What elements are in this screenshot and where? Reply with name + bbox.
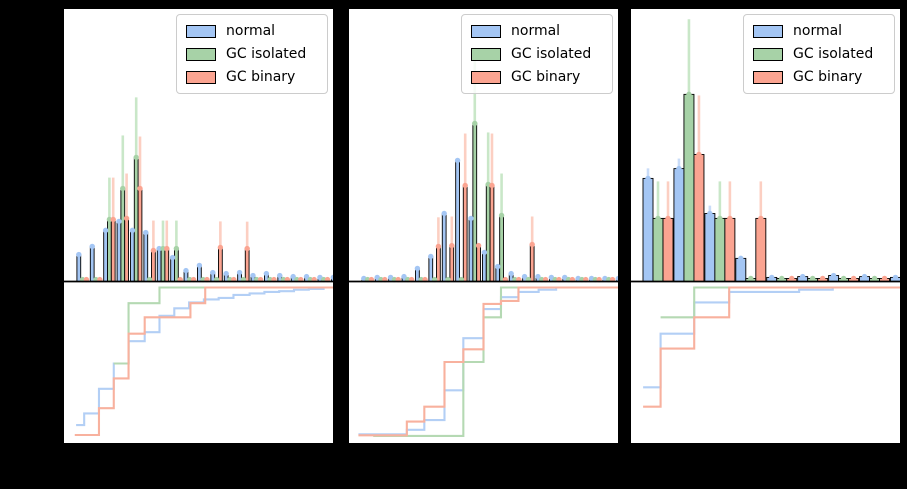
chart-svg-left — [64, 97, 333, 437]
legend-swatch-gc-binary — [186, 70, 216, 84]
legend-label-normal: normal — [226, 23, 276, 39]
legend-label-gc-binary: GC binary — [511, 69, 581, 85]
legend-box: normal GC isolated GC binary — [176, 14, 328, 94]
legend-row-normal: normal — [753, 22, 885, 40]
legend-row-normal: normal — [186, 22, 318, 40]
chart-svg-right — [631, 19, 900, 408]
legend-row-gc-isolated: GC isolated — [753, 45, 885, 63]
legend-row-gc-isolated: GC isolated — [186, 45, 318, 63]
legend-label-normal: normal — [793, 23, 843, 39]
subplot-panel-right: normal GC isolated GC binary — [631, 9, 900, 443]
legend-box: normal GC isolated GC binary — [743, 14, 895, 94]
legend-row-gc-binary: GC binary — [186, 68, 318, 86]
legend-label-gc-binary: GC binary — [226, 69, 296, 85]
legend-label-gc-isolated: GC isolated — [226, 46, 307, 62]
legend-row-gc-binary: GC binary — [471, 68, 603, 86]
legend-label-normal: normal — [511, 23, 561, 39]
legend-row-gc-isolated: GC isolated — [471, 45, 603, 63]
legend-label-gc-isolated: GC isolated — [511, 46, 592, 62]
legend-label-gc-isolated: GC isolated — [793, 46, 874, 62]
legend-swatch-normal — [753, 24, 783, 38]
legend-swatch-gc-binary — [753, 70, 783, 84]
legend-swatch-gc-isolated — [471, 47, 501, 61]
legend-swatch-normal — [186, 24, 216, 38]
legend-swatch-gc-isolated — [186, 47, 216, 61]
legend-row-gc-binary: GC binary — [753, 68, 885, 86]
subplot-panel-left: normal GC isolated GC binary — [64, 9, 333, 443]
chart-svg-middle — [349, 50, 618, 437]
legend-box: normal GC isolated GC binary — [461, 14, 613, 94]
legend-label-gc-binary: GC binary — [793, 69, 863, 85]
legend-swatch-gc-isolated — [753, 47, 783, 61]
legend-swatch-normal — [471, 24, 501, 38]
legend-row-normal: normal — [471, 22, 603, 40]
subplot-panel-middle: normal GC isolated GC binary — [349, 9, 618, 443]
legend-swatch-gc-binary — [471, 70, 501, 84]
